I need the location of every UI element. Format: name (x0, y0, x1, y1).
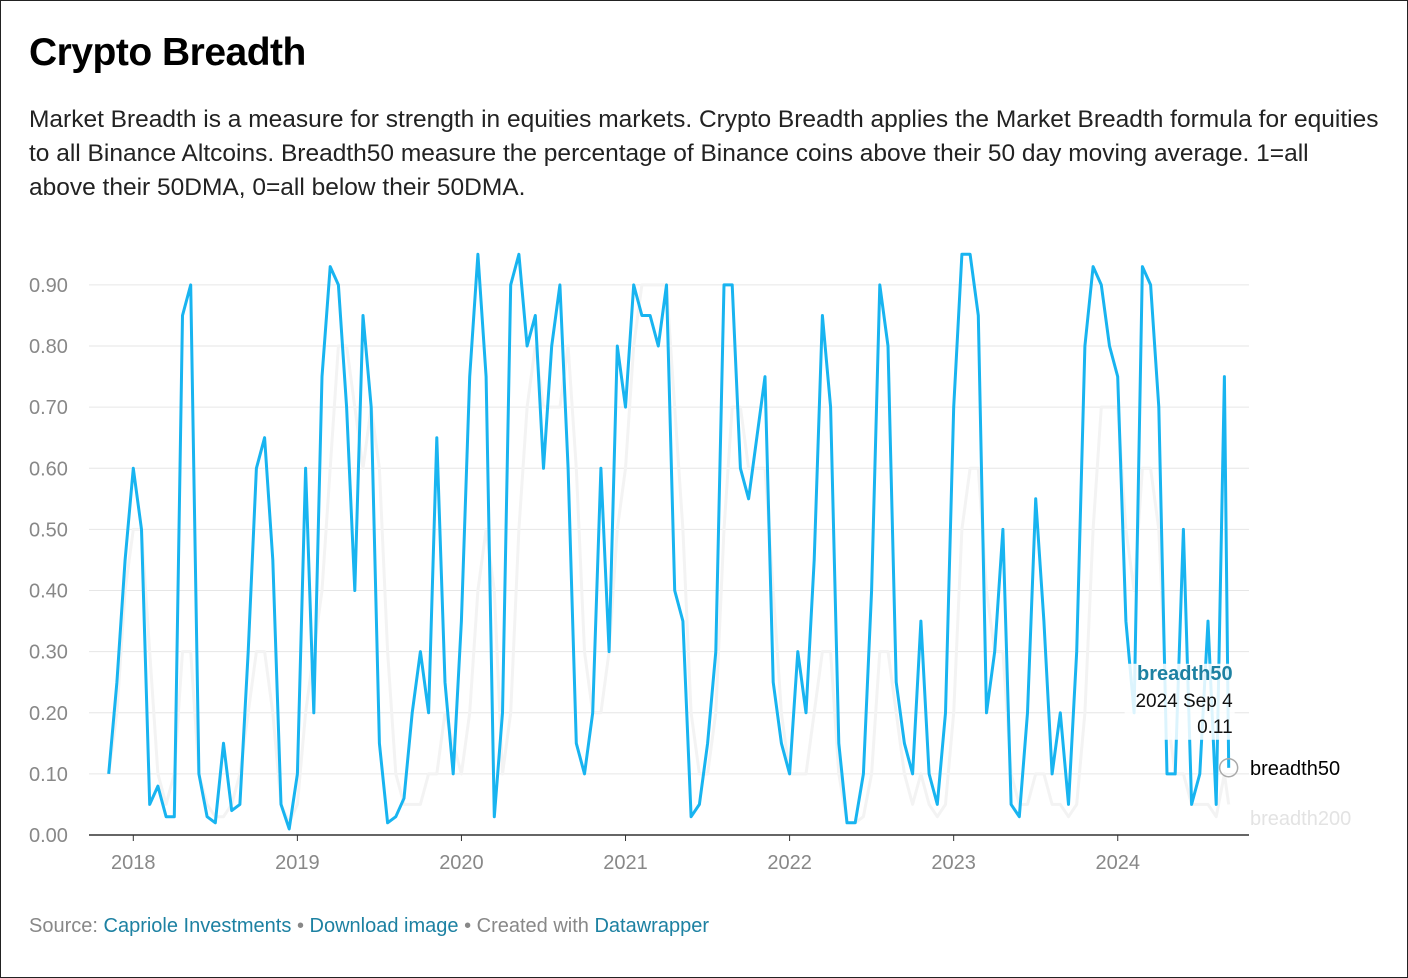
chart-title: Crypto Breadth (29, 31, 306, 74)
y-tick-label: 0.00 (29, 825, 68, 847)
footer: Source: Capriole Investments • Download … (29, 915, 709, 938)
source-link[interactable]: Capriole Investments (103, 915, 292, 937)
y-tick-label: 0.10 (29, 764, 68, 786)
separator: • (464, 915, 472, 937)
line-series (107, 252, 1231, 831)
download-link[interactable]: Download image (309, 915, 459, 937)
x-tick-label: 2024 (1095, 852, 1140, 874)
hover-point (1218, 758, 1239, 778)
x-tick-label: 2022 (767, 852, 812, 874)
x-tick-label: 2020 (439, 852, 484, 874)
y-tick-label: 0.70 (29, 397, 68, 419)
y-tick-label: 0.20 (29, 703, 68, 725)
line-series (107, 283, 1231, 825)
y-tick-label: 0.90 (29, 275, 68, 297)
x-tick-label: 2021 (603, 852, 648, 874)
tooltip-value: 0.11 (1197, 717, 1233, 738)
chart-subtitle: Market Breadth is a measure for strength… (29, 106, 1379, 201)
tooltip-series: breadth50 (1137, 663, 1233, 685)
source-label: Source: (29, 915, 98, 937)
y-tick-label: 0.60 (29, 458, 68, 480)
tooltip-bg (1124, 663, 1235, 740)
tooltip: breadth50 2024 Sep 4 0.11 (1124, 663, 1235, 740)
tooltip-date: 2024 Sep 4 (1135, 691, 1233, 712)
series-end-label: breadth50 (1250, 758, 1340, 780)
series-end-label: breadth200 (1250, 808, 1351, 830)
chart: 0.00 0.10 0.20 0.30 0.40 0.50 0.60 0.70 0.80 0.90… (29, 252, 1351, 874)
x-tick-label: 2023 (931, 852, 976, 874)
y-tick-label: 0.80 (29, 336, 68, 358)
tool-link[interactable]: Datawrapper (594, 915, 709, 937)
separator: • (296, 915, 304, 937)
y-tick-label: 0.30 (29, 642, 68, 664)
created-label: Created with (476, 915, 589, 937)
x-tick-label: 2018 (111, 852, 156, 874)
y-tick-label: 0.50 (29, 519, 68, 541)
y-tick-label: 0.40 (29, 581, 68, 603)
x-tick-label: 2019 (275, 852, 320, 874)
